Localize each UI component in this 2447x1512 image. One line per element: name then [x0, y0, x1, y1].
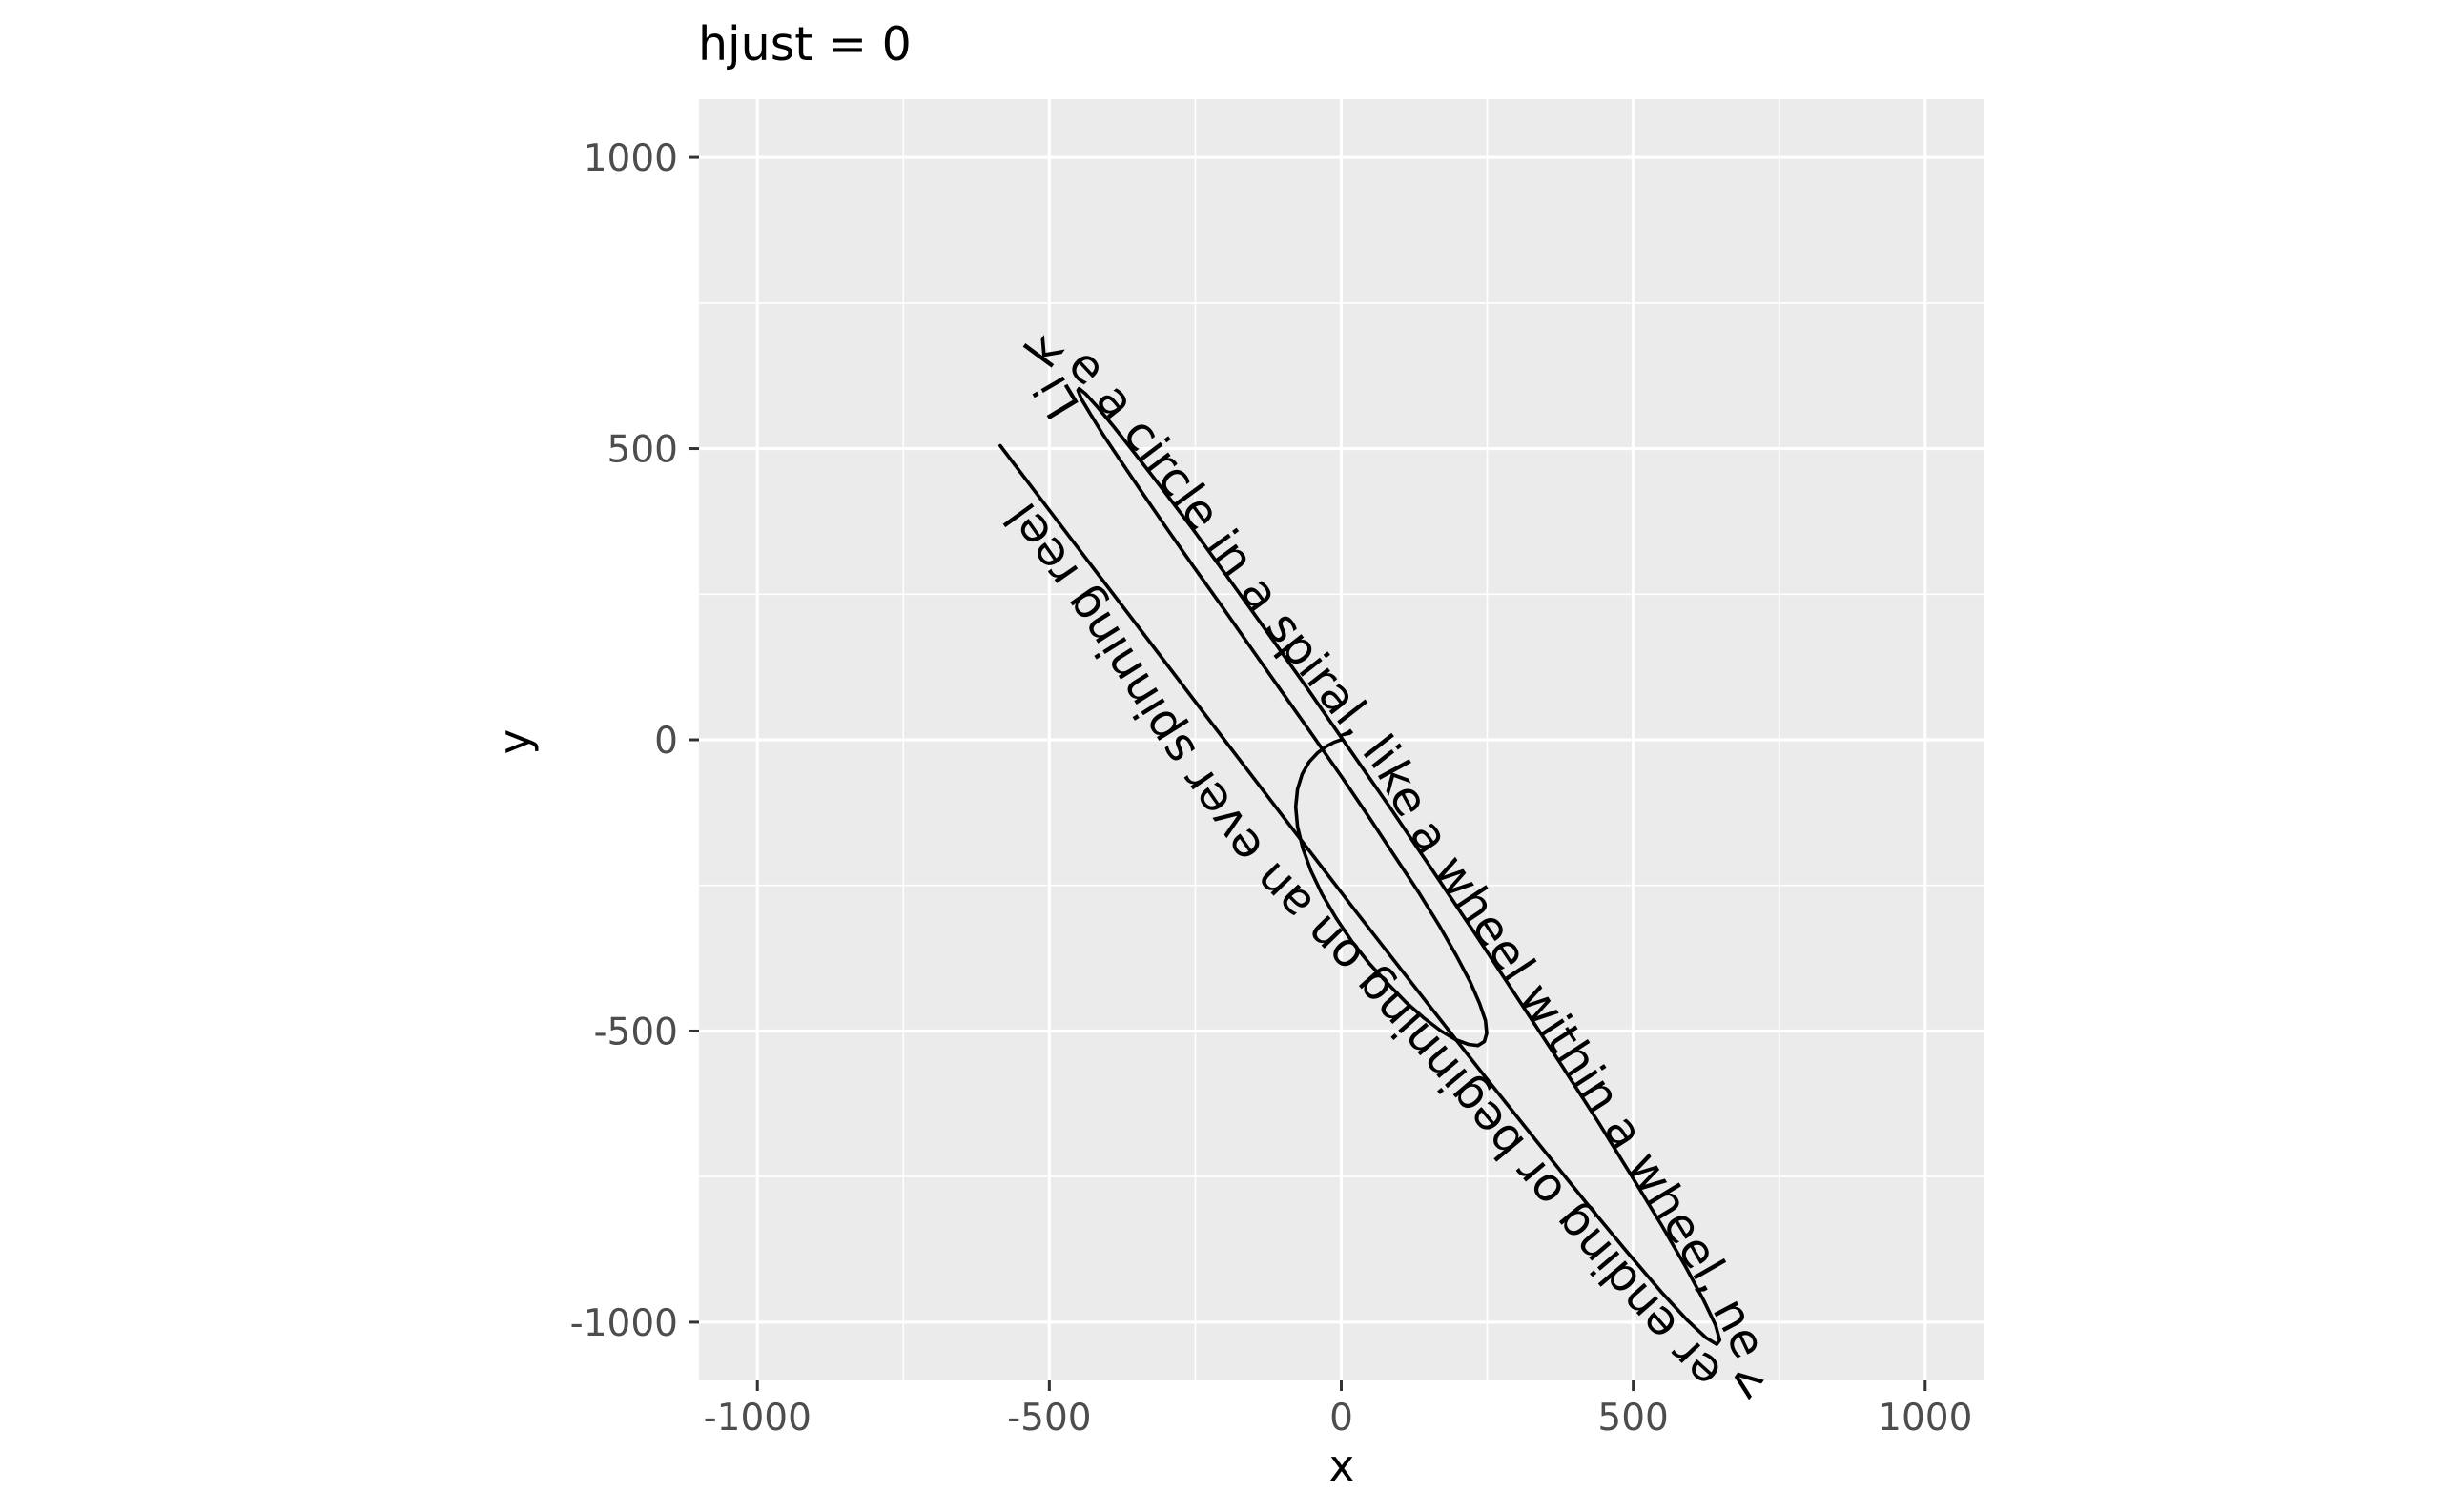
x-tick-label: -500: [1007, 1397, 1092, 1440]
chart-title: hjust = 0: [698, 17, 912, 72]
y-axis-title: y: [489, 729, 540, 755]
x-tick-label: -1000: [704, 1397, 812, 1440]
x-axis-title: x: [1329, 1440, 1355, 1491]
y-tick-label: -500: [593, 1011, 678, 1053]
x-tick-label: 500: [1597, 1397, 1668, 1440]
spiral-line: [998, 386, 1722, 1346]
y-tick-label: 500: [607, 429, 678, 472]
y-tick-label: -1000: [570, 1302, 678, 1345]
x-tick-label: 1000: [1878, 1397, 1972, 1440]
spiral-curve: [998, 386, 1722, 1346]
axes: -1000 -500 0 500 1000 -1000 -500 0 500 1000: [570, 137, 1973, 1440]
x-tick-label: 0: [1329, 1397, 1353, 1440]
y-tick-label: 1000: [584, 137, 678, 180]
y-tick-label: 0: [654, 720, 678, 763]
